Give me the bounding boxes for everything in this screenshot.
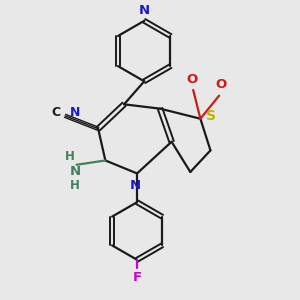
- Text: S: S: [206, 109, 216, 123]
- Text: H: H: [65, 150, 75, 163]
- Text: N: N: [70, 165, 81, 178]
- Text: N: N: [70, 106, 81, 119]
- Text: F: F: [133, 271, 142, 284]
- Text: O: O: [186, 73, 197, 85]
- Text: C: C: [52, 106, 61, 119]
- Text: O: O: [215, 78, 226, 92]
- Text: H: H: [70, 179, 80, 192]
- Text: N: N: [139, 4, 150, 17]
- Text: N: N: [130, 178, 141, 192]
